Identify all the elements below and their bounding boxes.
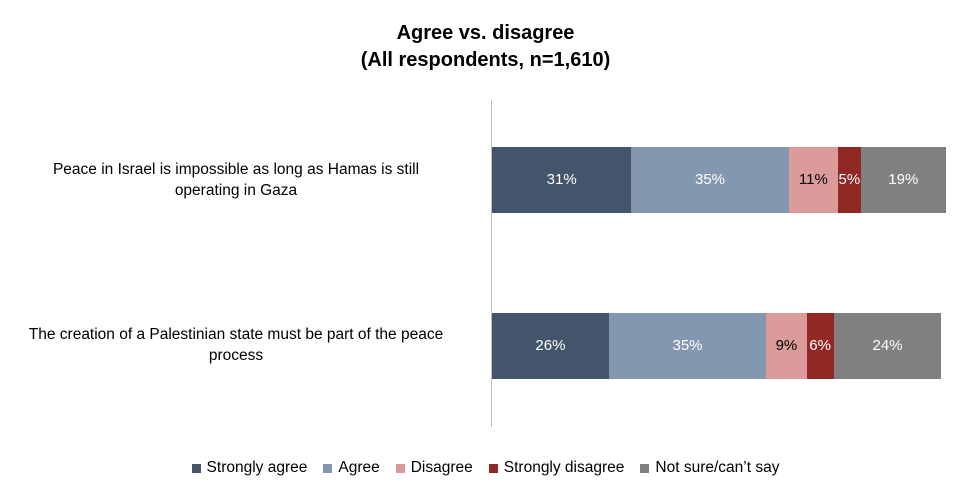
bar-segment	[838, 147, 861, 213]
legend-swatch	[395, 463, 405, 473]
category-label-line: process	[208, 347, 264, 364]
category-label-palestinian-state: The creation of a Palestinian state must…	[0, 324, 476, 366]
legend-label: Agree	[338, 459, 380, 476]
category-label-line: operating in Gaza	[174, 182, 298, 199]
bar-segment	[860, 147, 946, 213]
legend-label: Strongly agree	[206, 459, 308, 476]
bar-segment	[631, 147, 789, 213]
legend-label: Disagree	[410, 459, 473, 476]
legend-item: Strongly disagree	[488, 459, 625, 477]
category-axis-line	[491, 100, 492, 427]
bar-value-label: 26%	[535, 337, 566, 354]
bar-segment	[788, 147, 839, 213]
legend-item: Agree	[323, 459, 380, 477]
bar-segment	[806, 313, 834, 379]
bar-value-label: 11%	[798, 171, 828, 188]
legend-swatch	[488, 463, 498, 473]
chart-legend: Strongly agree Agree Disagree Strongly disa…	[0, 459, 971, 478]
bar-value-label: 9%	[775, 337, 798, 354]
legend-label: Strongly disagree	[503, 459, 625, 476]
bar-segment	[608, 313, 767, 379]
bar-value-label: 6%	[809, 337, 831, 354]
legend-item: Not sure/can’t say	[640, 459, 779, 477]
category-label-line: The creation of a Palestinian state must…	[28, 326, 444, 343]
legend-swatch	[323, 463, 333, 473]
legend-label: Not sure/can’t say	[655, 459, 780, 476]
chart-subtitle: (All respondents, n=1,610)	[360, 49, 611, 71]
legend-swatch	[640, 463, 650, 473]
legend-item: Disagree	[395, 459, 473, 477]
legend-swatch	[191, 463, 201, 473]
bar-value-label: 35%	[672, 337, 703, 354]
bar-segment	[492, 147, 632, 213]
bar-segment	[766, 313, 807, 379]
legend-item: Strongly agree	[191, 459, 308, 477]
category-label-line: Peace in Israel is impossible as long as…	[52, 161, 420, 178]
chart-title: Agree vs. disagree	[396, 22, 575, 44]
bar-value-label: 5%	[838, 171, 861, 188]
bar-segment	[833, 313, 942, 379]
bar-value-label: 31%	[546, 171, 577, 188]
bar-value-label: 19%	[888, 171, 919, 188]
category-label-hamas: Peace in Israel is impossible as long as…	[0, 159, 476, 201]
bar-value-label: 35%	[694, 171, 726, 188]
bar-value-label: 24%	[872, 337, 903, 354]
bar-segment	[492, 313, 609, 379]
